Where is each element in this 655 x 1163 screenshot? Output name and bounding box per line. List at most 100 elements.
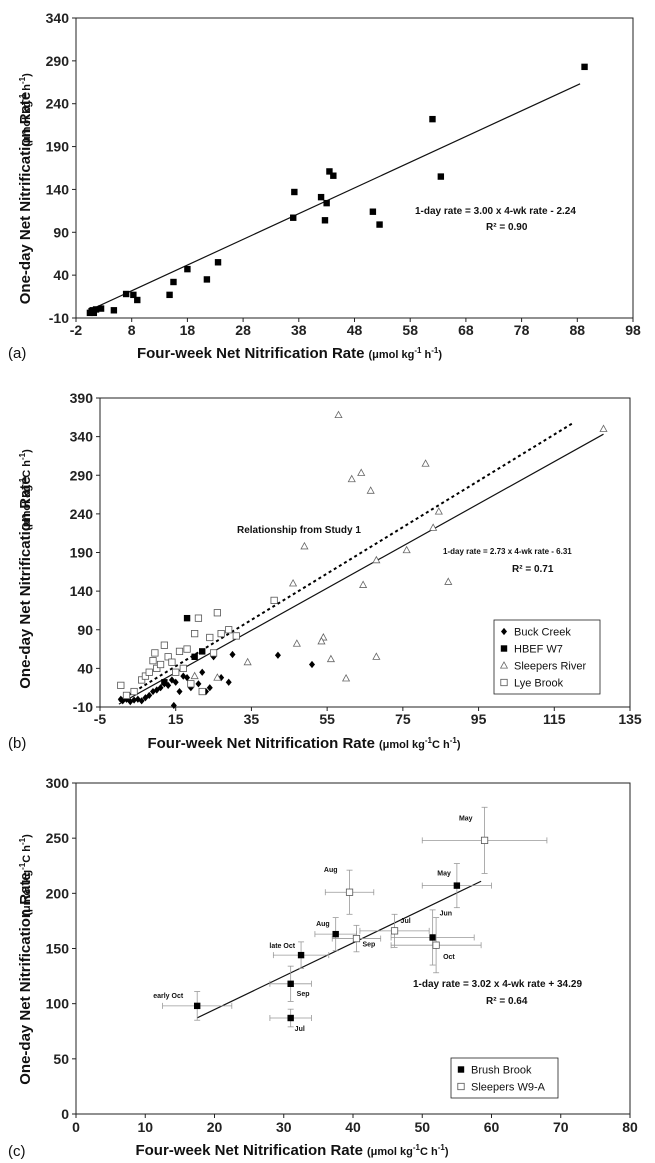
x-tick-label: 50 (414, 1119, 430, 1135)
data-point (180, 672, 187, 680)
panel-label: (a) (8, 345, 26, 362)
data-point (141, 672, 150, 680)
data-point (179, 664, 187, 672)
data-point (376, 221, 383, 228)
data-point (209, 649, 218, 657)
x-axis-unit-part: (μmol kg (379, 739, 425, 751)
data-point (161, 679, 168, 686)
x-tick-label: 75 (395, 711, 411, 727)
data-point (581, 63, 588, 71)
y-axis-unit-part: C h (21, 845, 33, 863)
y-axis-title: One-day Net Nitrification Rate (17, 92, 34, 305)
y-tick-label: 140 (46, 181, 70, 197)
data-point (134, 296, 141, 304)
y-tick-label: 340 (46, 10, 70, 26)
x-axis-unit-part: ) (445, 1146, 449, 1158)
r-squared: R² = 0.90 (486, 222, 528, 233)
data-point (213, 609, 221, 617)
data-point (326, 654, 336, 663)
x-axis-unit-part: ) (438, 349, 442, 361)
data-point (225, 678, 232, 686)
y-axis-unit-part: (μmol kg (21, 485, 33, 531)
legend-marker (457, 1082, 465, 1091)
data-point (110, 307, 118, 314)
x-tick-label: 70 (553, 1119, 569, 1135)
y-tick-label: 0 (61, 1106, 69, 1122)
regression-equation: 1-day rate = 2.73 x 4-wk rate - 6.31 (443, 547, 572, 556)
y-axis-unit-part: C h (21, 460, 33, 478)
data-point (288, 578, 298, 587)
x-tick-label: 98 (625, 322, 641, 338)
data-point (213, 673, 222, 681)
legend-marker (457, 1066, 465, 1073)
y-axis-unit-part: ) (21, 834, 33, 838)
y-tick-label: 240 (70, 506, 94, 522)
data-point (164, 653, 172, 661)
regression-equation: 1-day rate = 3.00 x 4-wk rate - 2.24 (415, 206, 576, 217)
data-point (166, 291, 173, 299)
data-point (372, 652, 381, 660)
data-point (317, 636, 326, 645)
y-axis-unit-part: (μmol kg (21, 101, 33, 147)
y-tick-label: -10 (49, 310, 69, 326)
legend-entry: Sleepers River (514, 661, 586, 673)
data-point (117, 681, 125, 689)
x-axis-unit: (μmol kg-1C h-1) (379, 736, 461, 751)
data-point (183, 614, 191, 622)
y-axis-unit-part: -1 (18, 452, 27, 460)
data-point (206, 633, 214, 642)
data-point (217, 630, 225, 638)
data-point (292, 639, 301, 647)
data-point (390, 927, 399, 935)
x-tick-label: 68 (458, 322, 474, 338)
y-axis-unit-part: -1 (18, 76, 27, 84)
x-axis-unit: (μmol kg-1 h-1) (369, 346, 443, 361)
data-point (170, 278, 177, 286)
x-axis-unit-part: (μmol kg (369, 349, 415, 361)
legend-box (493, 619, 601, 695)
data-point (229, 650, 236, 659)
data-point (146, 691, 153, 700)
data-point (453, 882, 461, 889)
point-label: May (459, 815, 473, 822)
y-axis-unit-part: -1 (18, 477, 27, 485)
y-tick-label: 340 (70, 429, 94, 445)
legend-entry: Lye Brook (514, 678, 564, 690)
x-tick-label: 28 (235, 322, 251, 338)
data-point (160, 641, 168, 649)
data-point (122, 691, 131, 700)
x-tick-label: 18 (180, 322, 196, 338)
data-point (199, 668, 206, 676)
data-point (170, 701, 177, 710)
x-tick-label: 35 (244, 711, 260, 727)
data-point (90, 309, 98, 317)
x-tick-label: 40 (345, 1119, 361, 1135)
data-point (149, 657, 157, 665)
data-point (168, 658, 176, 666)
data-point (599, 424, 608, 432)
data-point (191, 630, 199, 638)
x-axis-unit-part: -1 (413, 1143, 421, 1152)
x-tick-label: 48 (347, 322, 363, 338)
x-tick-label: 58 (402, 322, 418, 338)
y-axis-title: One-day Net Nitrification Rate (17, 872, 34, 1085)
y-axis-unit: (μmol kg-1 h-1) (18, 73, 33, 147)
data-point (352, 934, 361, 943)
y-axis-unit: (μmol kg-1C h-1) (18, 449, 33, 531)
data-point (193, 1002, 201, 1010)
x-axis-title: Four-week Net Nitrification Rate (135, 1142, 363, 1159)
data-point (130, 687, 138, 696)
y-tick-label: 290 (70, 467, 94, 483)
x-axis-unit-part: C h (420, 1146, 438, 1158)
point-label: Oct (443, 954, 455, 961)
data-point (347, 474, 356, 483)
x-tick-label: -5 (94, 711, 107, 727)
data-point (195, 680, 202, 688)
data-point (198, 687, 206, 696)
x-axis-unit: (μmol kg-1C h-1) (367, 1143, 449, 1158)
data-point (187, 680, 195, 688)
y-tick-label: 290 (46, 53, 70, 69)
data-point (130, 291, 137, 299)
y-tick-label: -10 (73, 699, 93, 715)
data-point (444, 577, 453, 585)
